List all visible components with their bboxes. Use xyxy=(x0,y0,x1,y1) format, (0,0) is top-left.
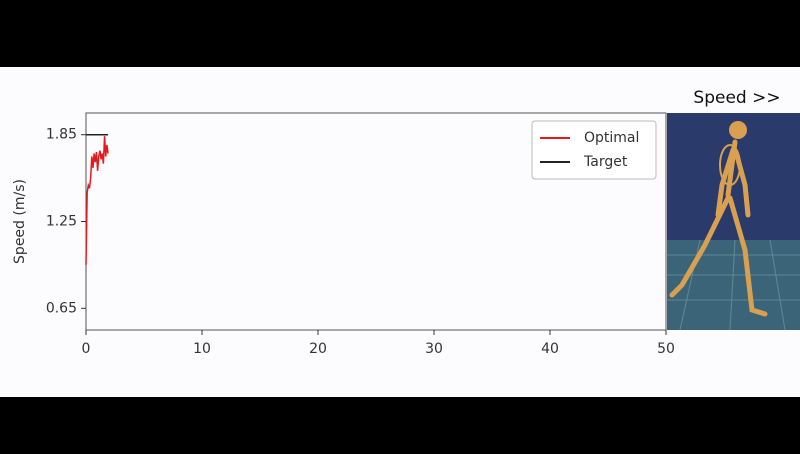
legend-label: Optimal xyxy=(584,130,639,146)
legend-label: Target xyxy=(583,154,628,170)
x-tick-label: 10 xyxy=(193,341,211,357)
x-tick-label: 0 xyxy=(82,341,91,357)
y-tick-label: 1.25 xyxy=(46,214,77,230)
x-tick-label: 50 xyxy=(657,341,675,357)
x-tick-label: 40 xyxy=(541,341,559,357)
y-tick-label: 1.85 xyxy=(46,127,77,143)
frame xyxy=(0,67,800,397)
y-axis-label: Speed (m/s) xyxy=(12,179,28,264)
series-line xyxy=(85,136,109,265)
legend-box xyxy=(531,120,657,180)
sim-view xyxy=(667,113,800,331)
view-label: Speed >> xyxy=(693,88,780,108)
y-tick-label: 0.65 xyxy=(46,300,77,316)
x-tick-label: 30 xyxy=(425,341,443,357)
x-tick-label: 20 xyxy=(309,341,327,357)
